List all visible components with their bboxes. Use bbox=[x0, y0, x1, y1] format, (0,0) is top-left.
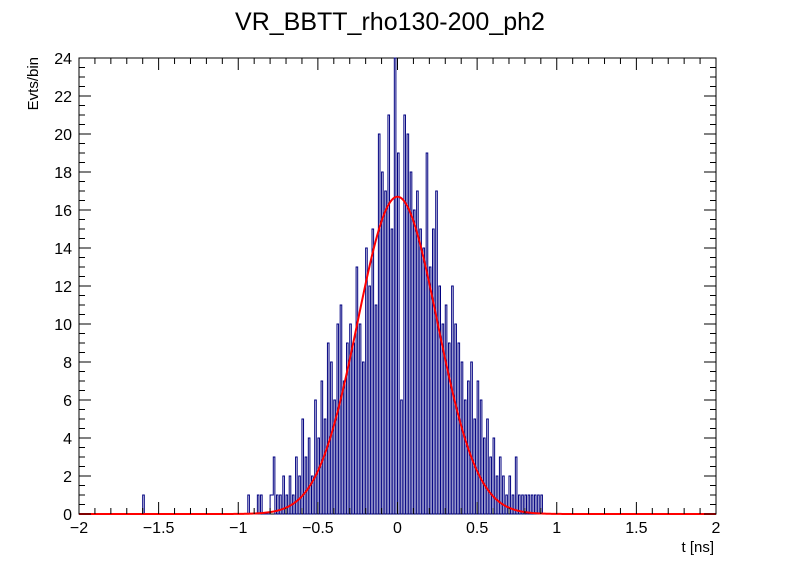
x-tick-label: −1 bbox=[229, 520, 247, 537]
y-axis-label: Evts/bin bbox=[25, 57, 42, 110]
x-tick-label: −0.5 bbox=[302, 520, 334, 537]
x-tick-label: 1.5 bbox=[625, 520, 647, 537]
y-tick-label: 8 bbox=[63, 355, 72, 372]
y-tick-label: 16 bbox=[54, 203, 72, 220]
x-tick-label: 0.5 bbox=[466, 520, 488, 537]
x-tick-label: −1.5 bbox=[143, 520, 175, 537]
chart-title: VR_BBTT_rho130-200_ph2 bbox=[235, 8, 545, 36]
y-tick-label: 4 bbox=[63, 431, 72, 448]
x-tick-label: 2 bbox=[712, 520, 721, 537]
plot-area bbox=[78, 57, 717, 515]
x-axis-label: t [ns] bbox=[681, 539, 714, 556]
y-tick-label: 22 bbox=[54, 89, 72, 106]
y-tick-label: 12 bbox=[54, 279, 72, 296]
y-tick-label: 14 bbox=[54, 241, 72, 258]
histogram-series bbox=[79, 57, 716, 515]
y-tick-label: 6 bbox=[63, 393, 72, 410]
y-tick-label: 18 bbox=[54, 165, 72, 182]
y-tick-label: 10 bbox=[54, 317, 72, 334]
x-tick-label: −2 bbox=[70, 520, 88, 537]
x-axis: −2 −1.5 −1 −0.5 0 0.5 1 1.5 2 bbox=[70, 58, 721, 537]
gaussian-fit-line bbox=[79, 195, 716, 515]
y-tick-label: 20 bbox=[54, 127, 72, 144]
x-tick-label: 1 bbox=[552, 520, 561, 537]
y-tick-label: 24 bbox=[54, 51, 72, 68]
x-tick-label: 0 bbox=[393, 520, 402, 537]
y-tick-label: 0 bbox=[63, 507, 72, 524]
y-tick-label: 2 bbox=[63, 469, 72, 486]
